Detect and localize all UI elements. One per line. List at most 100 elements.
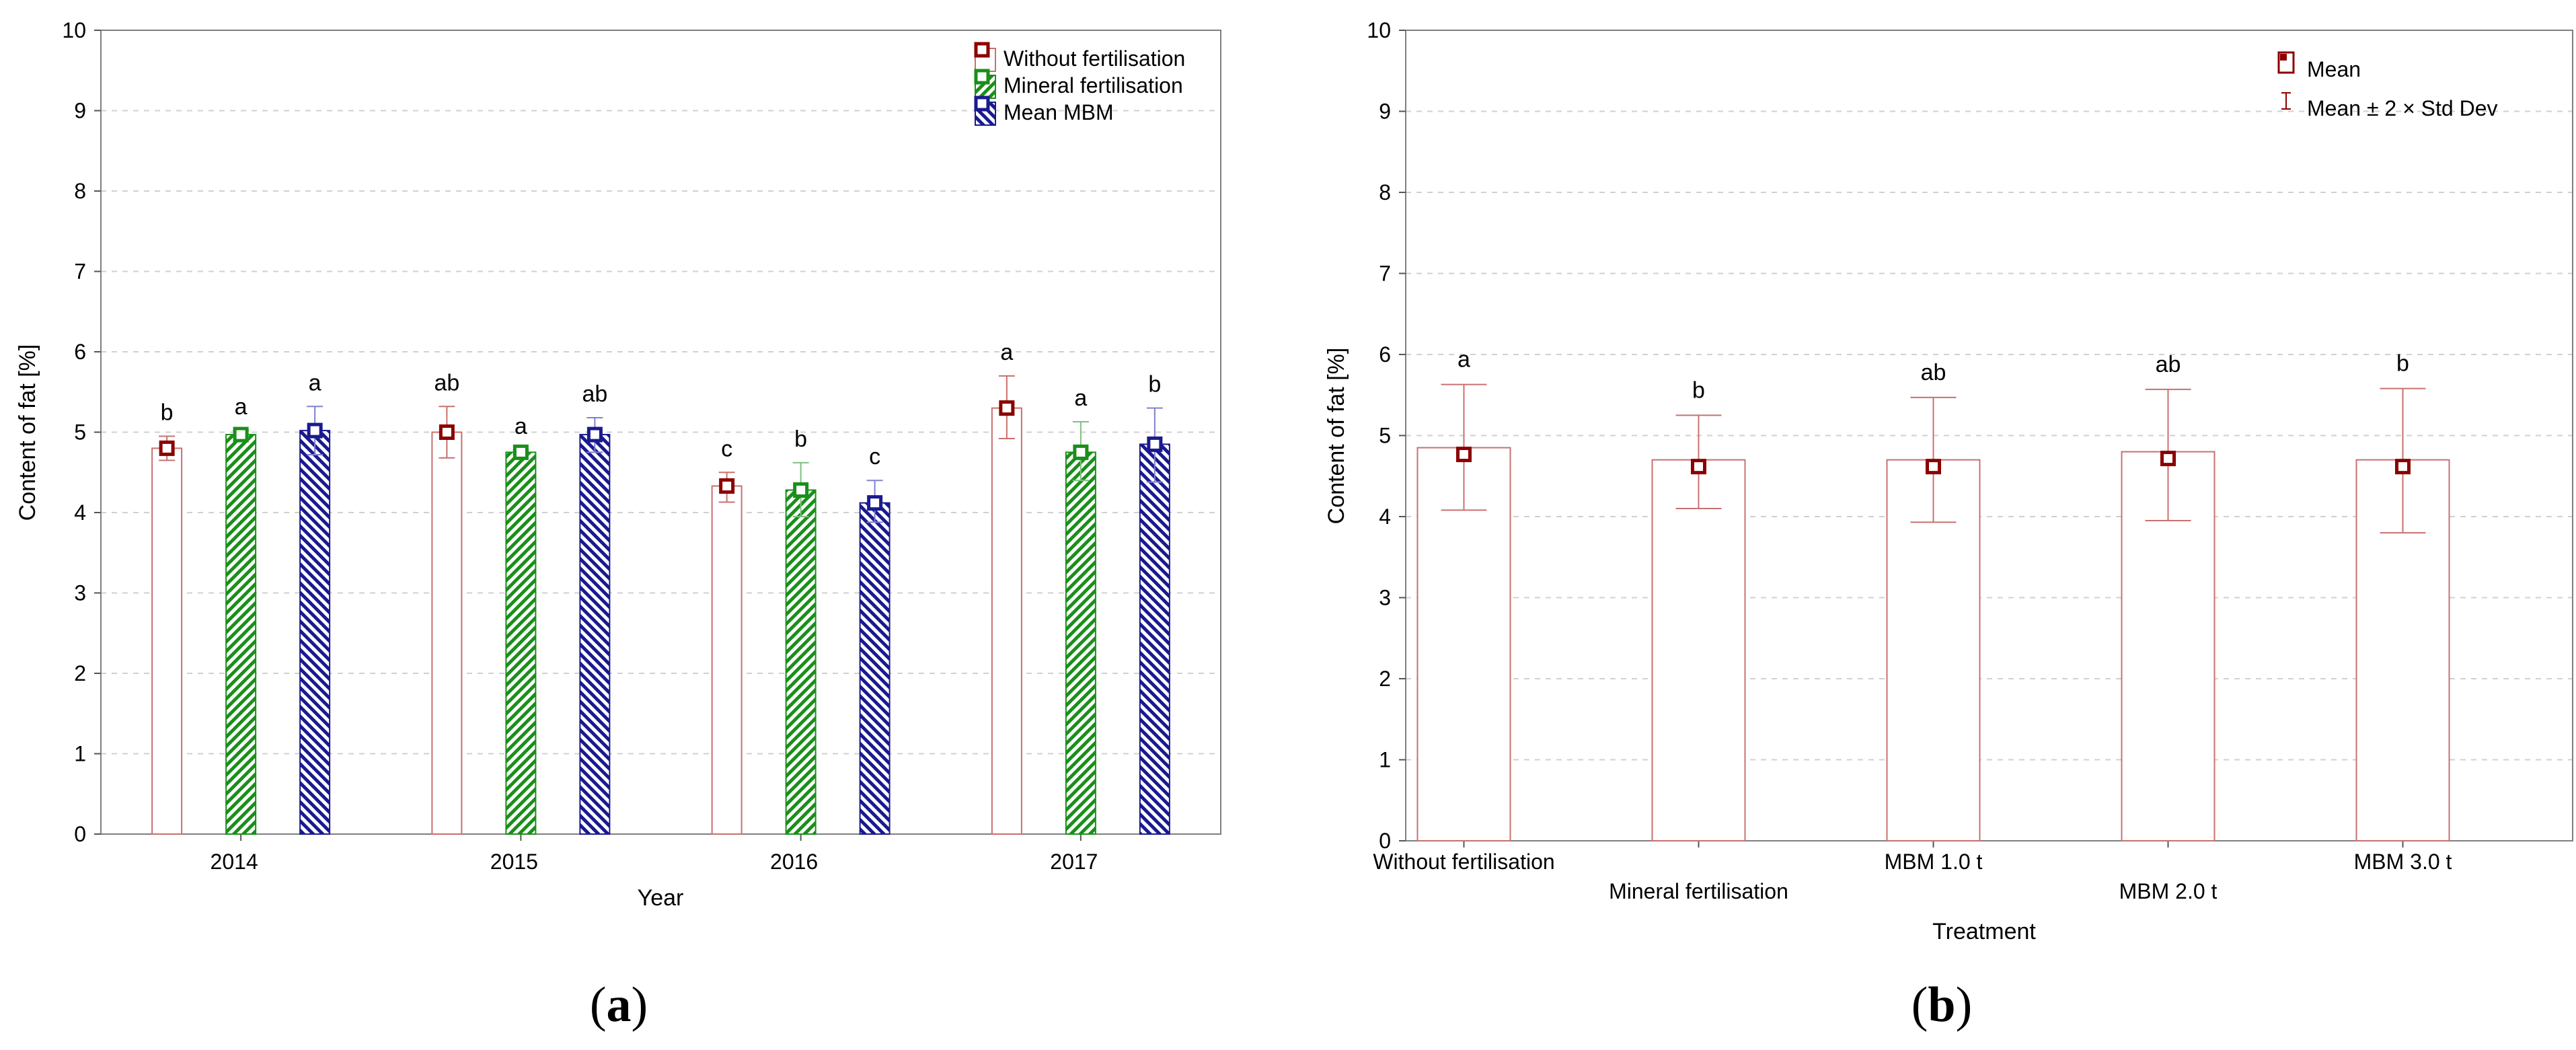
mean-marker [867, 495, 883, 511]
significance-letter: b [2396, 351, 2409, 377]
bar [859, 502, 891, 835]
y-tick-label: 4 [74, 500, 86, 525]
mean-marker [2395, 459, 2411, 475]
y-tick-label: 1 [1379, 748, 1391, 772]
mean-marker [719, 478, 735, 494]
mean-marker [439, 424, 455, 440]
significance-letter: a [309, 370, 321, 396]
significance-letter: ab [1921, 360, 1946, 385]
significance-letter: a [515, 414, 527, 439]
mean-marker [2160, 451, 2176, 467]
mean-marker [513, 444, 529, 460]
x-tick-label: 2016 [770, 850, 818, 874]
bar [991, 407, 1022, 835]
y-tick-label: 9 [1379, 100, 1391, 124]
significance-letter: a [1074, 385, 1087, 411]
y-tick-label: 0 [74, 822, 86, 846]
significance-letter: c [869, 444, 880, 470]
y-tick-label: 10 [62, 18, 86, 42]
legend-swatch-marker [2280, 54, 2287, 61]
significance-letter: b [794, 426, 807, 452]
mean-marker [233, 426, 249, 443]
y-axis-ticks: 0 1 2 3 4 5 6 7 8 9 10 [62, 18, 101, 846]
significance-letter: b [161, 400, 174, 425]
y-tick-label: 7 [1379, 262, 1391, 286]
significance-letter: ab [582, 381, 607, 407]
y-tick-label: 0 [1379, 829, 1391, 853]
significance-letter: a [1457, 347, 1470, 373]
mean-marker [1456, 447, 1472, 463]
x-tick-label: Without fertilisation [1373, 850, 1554, 874]
significance-letter: b [1692, 377, 1705, 403]
bar [505, 451, 537, 835]
legend: Mean Mean ± 2 × Std Dev [2277, 51, 2497, 120]
y-tick-label: 2 [1379, 667, 1391, 691]
legend-label: Mineral fertilisation [1003, 73, 1183, 98]
y-tick-label: 2 [74, 661, 86, 685]
mean-marker [1691, 459, 1706, 475]
x-axis-title: Year [638, 885, 684, 911]
bar [299, 430, 331, 835]
y-tick-label: 6 [74, 340, 86, 364]
mean-marker [307, 422, 323, 439]
y-tick-label: 6 [1379, 342, 1391, 367]
mean-marker [1073, 444, 1089, 460]
x-tick-label: 2015 [490, 850, 538, 874]
y-tick-label: 3 [1379, 586, 1391, 610]
mean-marker [974, 42, 990, 58]
x-axis-title: Treatment [1932, 919, 2036, 944]
x-tick-label: 2014 [211, 850, 258, 874]
legend-label: Without fertilisation [1003, 46, 1185, 71]
bar [225, 434, 257, 835]
mean-marker [999, 400, 1015, 416]
significance-letter: ab [2156, 352, 2181, 377]
significance-letter: a [1000, 340, 1013, 365]
y-axis-title: Content of fat [%] [15, 344, 40, 521]
x-tick-label: MBM 3.0 t [2354, 850, 2452, 874]
y-tick-label: 3 [74, 581, 86, 605]
panel-label-b: (b) [1911, 977, 1972, 1033]
x-tick-label: MBM 2.0 t [2119, 879, 2218, 903]
bar [1886, 459, 1981, 841]
bar [711, 485, 743, 835]
significance-letter: b [1148, 372, 1161, 398]
y-tick-label: 5 [1379, 424, 1391, 448]
bar [1065, 451, 1096, 835]
y-tick-label: 5 [74, 420, 86, 445]
y-tick-label: 8 [1379, 180, 1391, 204]
mean-marker [586, 426, 603, 443]
bar [1651, 459, 1746, 841]
bar [785, 489, 817, 835]
x-tick-label: MBM 1.0 t [1885, 850, 1983, 874]
bar [579, 434, 611, 835]
y-tick-label: 9 [74, 99, 86, 123]
x-tick-label: Mineral fertilisation [1609, 879, 1788, 903]
gridlines [101, 110, 1221, 755]
x-tick-label: 2017 [1050, 850, 1098, 874]
mean-marker [974, 96, 990, 112]
x-axis-ticks: Without fertilisation Mineral fertilisati… [1373, 841, 2452, 903]
panel-label-a: (a) [590, 977, 648, 1033]
y-tick-label: 4 [1379, 504, 1391, 529]
mean-marker [1926, 459, 1941, 475]
y-tick-label: 7 [74, 260, 86, 284]
y-tick-label: 1 [74, 742, 86, 766]
significance-letter: c [721, 436, 732, 461]
y-axis-title: Content of fat [%] [1324, 348, 1349, 525]
bar [151, 447, 183, 835]
mean-marker [1147, 436, 1163, 452]
y-tick-label: 10 [1367, 18, 1391, 42]
bar [1139, 443, 1170, 835]
legend-label: Mean MBM [1003, 100, 1114, 124]
mean-marker [974, 69, 990, 85]
legend-label: Mean [2307, 57, 2361, 81]
bar [431, 431, 463, 835]
significance-letter: a [235, 394, 248, 420]
mean-marker [159, 440, 175, 456]
chart-panel-b: 0 1 2 3 4 5 6 7 8 9 10 Without fertilisation Minera… [1324, 18, 2573, 1033]
